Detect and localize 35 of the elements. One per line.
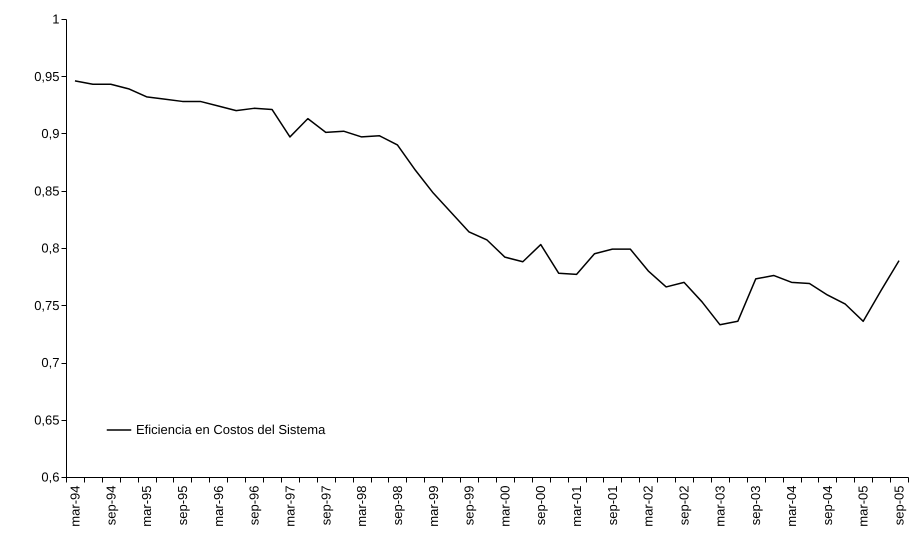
line-series bbox=[74, 80, 900, 326]
x-tick-label: sep-98 bbox=[390, 486, 405, 526]
x-tick-label: sep-02 bbox=[676, 486, 692, 526]
x-tick-label: sep-00 bbox=[533, 486, 548, 526]
x-tick-label: mar-96 bbox=[210, 486, 226, 527]
x-tick-label: mar-00 bbox=[497, 486, 512, 527]
y-tick-label: 0,85 bbox=[34, 183, 60, 198]
x-tick-label: sep-99 bbox=[462, 486, 477, 526]
x-tick-label: mar-98 bbox=[354, 486, 370, 527]
x-tick-label: mar-01 bbox=[569, 486, 584, 527]
x-tick-label: sep-95 bbox=[174, 486, 190, 526]
x-tick-label: mar-03 bbox=[712, 486, 728, 527]
x-tick-label: sep-04 bbox=[820, 486, 835, 526]
x-tick-label: sep-03 bbox=[748, 486, 764, 526]
y-tick-label: 0,9 bbox=[41, 126, 60, 141]
x-tick-label: mar-94 bbox=[67, 486, 82, 527]
x-tick-label: sep-97 bbox=[318, 486, 334, 526]
y-tick-label: 0,65 bbox=[34, 412, 60, 428]
y-tick-label: 0,95 bbox=[34, 68, 60, 84]
legend-label: Eficiencia en Costos del Sistema bbox=[136, 422, 326, 437]
x-tick-label: mar-04 bbox=[784, 486, 800, 527]
y-tick-label: 0,8 bbox=[41, 240, 60, 256]
x-tick-label: mar-05 bbox=[856, 486, 871, 527]
x-tick-label: mar-95 bbox=[139, 486, 154, 527]
x-tick-label: sep-96 bbox=[246, 486, 262, 526]
x-tick-label: mar-02 bbox=[640, 486, 656, 527]
x-tick-label: mar-97 bbox=[282, 486, 298, 527]
y-tick-label: 0,7 bbox=[41, 355, 60, 370]
y-tick-label: 0,75 bbox=[34, 298, 60, 313]
x-tick-label: sep-01 bbox=[604, 486, 620, 526]
x-tick-label: sep-05 bbox=[892, 486, 907, 526]
x-tick-label: sep-94 bbox=[103, 486, 118, 526]
y-tick-label: 0,6 bbox=[41, 470, 60, 484]
x-tick-label: mar-99 bbox=[426, 486, 441, 527]
y-tick-label: 1 bbox=[52, 12, 60, 26]
